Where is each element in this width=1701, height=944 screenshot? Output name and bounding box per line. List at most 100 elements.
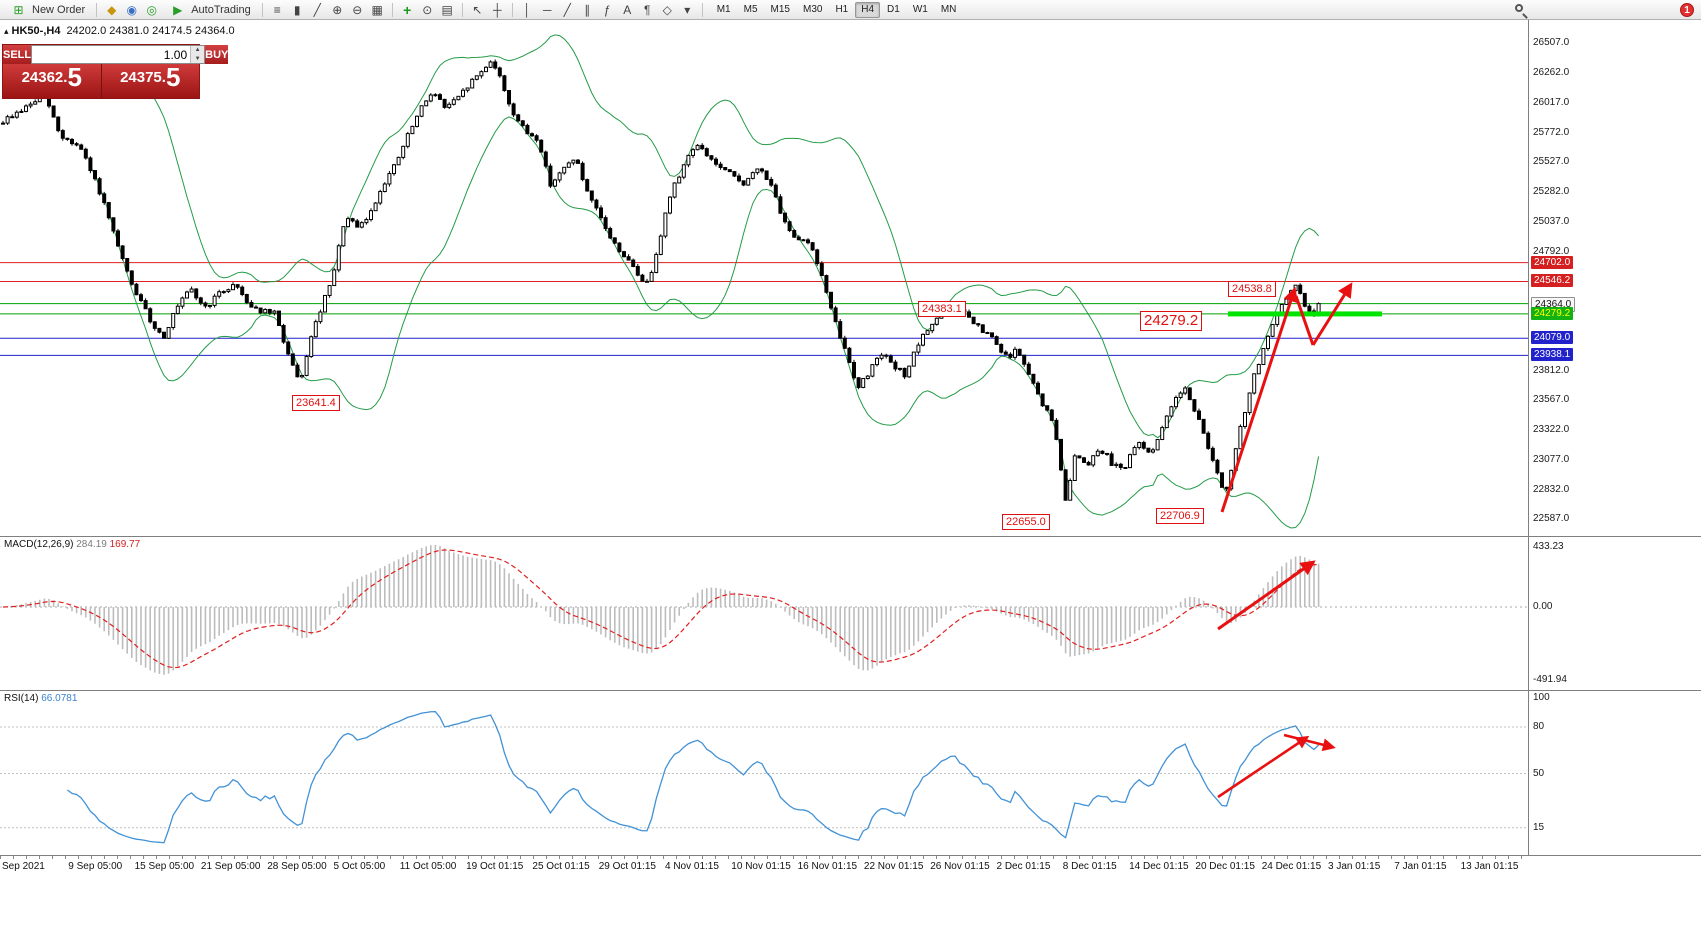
macd-axis-value: 0.00 [1533,601,1553,612]
zoom-in-icon[interactable]: ⊕ [332,2,343,17]
time-label: 22 Nov 01:15 [863,861,924,872]
zoom-out-icon[interactable]: ⊖ [352,2,363,17]
time-label: 3 Jan 01:15 [1328,861,1381,872]
autotrading-button[interactable]: ▶ AutoTrading [162,1,257,19]
new-order-label: New Order [32,3,86,16]
notification-badge[interactable]: 1 [1680,3,1694,17]
price-label-24702.0: 24702.0 [1531,255,1574,269]
time-label: 16 Nov 01:15 [797,861,858,872]
search-icon[interactable] [1514,3,1529,19]
time-label: 28 Sep 05:00 [267,861,327,872]
timeframe-d1[interactable]: D1 [887,4,900,15]
time-label: 20 Dec 01:15 [1195,861,1255,872]
macd-axis-value: -491.94 [1533,674,1567,685]
label-icon[interactable]: ¶ [643,2,651,17]
time-axis[interactable]: Sep 2021 9 Sep 05:00 15 Sep 05:00 21 Sep 05… [0,856,1701,876]
time-label: 15 Sep 05:00 [134,861,195,872]
horizontal-line-icon[interactable]: ─ [542,2,552,17]
price-callout: 22706.9 [1156,508,1204,524]
toolbar-separator [261,2,263,17]
alerts-icon[interactable]: ◉ [126,2,137,17]
price-chart-panel[interactable]: ▴ HK50-,H4 24202.0 24381.0 24174.5 24364.0… [0,20,1528,537]
timeframe-m5[interactable]: M5 [743,4,758,15]
timeframe-h1[interactable]: H1 [835,4,849,15]
one-click-trading-panel: SELL ▲ ▼ BUY 24362.5 24375.5 [2,44,229,99]
tile-windows-icon[interactable]: ▦ [371,2,383,17]
volume-down-icon[interactable]: ▼ [194,55,201,62]
price-axis[interactable]: 26507.0 26262.0 26017.0 25772.0 25527.0 25282… [1528,20,1701,537]
new-order-icon: ⊞ [13,2,24,17]
buy-price-big-digit: 5 [165,62,181,92]
rsi-panel[interactable]: RSI(14) 66.0781 [0,691,1528,856]
community-icon[interactable]: ◎ [146,2,157,17]
sell-price-main: 24362. [21,69,68,86]
rsi-axis-value: 80 [1533,721,1545,732]
price-tick: 26507.0 [1533,37,1570,49]
toolbar-separator [96,2,98,17]
toolbar-separator [391,2,393,17]
shapes-icon[interactable]: ◇ [662,2,672,17]
line-chart-icon[interactable]: ╱ [313,2,321,17]
sell-price[interactable]: 24362. 5 [3,64,102,98]
price-chart[interactable] [0,20,1528,537]
time-label: 10 Nov 01:15 [731,861,791,872]
ohlc-header: ▴ HK50-,H4 24202.0 24381.0 24174.5 24364.0 [4,25,235,37]
time-label: 2 Dec 01:15 [996,861,1051,872]
fibonacci-icon[interactable]: ƒ [603,2,611,17]
timeframe-m15[interactable]: M15 [770,4,790,15]
volume-input[interactable] [32,46,191,63]
rsi-axis[interactable]: 100 80 50 15 [1528,691,1701,856]
price-callout: 24279.2 [1140,311,1203,331]
timeframe-m30[interactable]: M30 [802,4,823,15]
time-label: Sep 2021 [2,861,45,872]
buy-price[interactable]: 24375. 5 [101,62,199,98]
period-icon[interactable]: ⊙ [422,2,433,17]
crosshair-icon[interactable]: ┼ [492,2,502,17]
trendline-icon[interactable]: ╱ [563,2,571,17]
macd-chart[interactable] [0,537,1528,691]
candlestick-chart-icon[interactable]: ▮ [293,2,301,17]
price-callout: 23641.4 [292,395,340,411]
price-label-24279.2: 24279.2 [1531,306,1574,320]
add-indicator-icon[interactable]: + [403,1,412,18]
price-tick: 25282.0 [1533,186,1570,198]
text-icon[interactable]: A [623,2,632,17]
bar-chart-icon[interactable]: ≡ [273,2,281,17]
collapse-icon[interactable]: ▴ [4,26,9,36]
buy-price-main: 24375. [120,69,166,86]
toolbar-separator [511,2,513,17]
timeframe-h4[interactable]: H4 [855,1,881,18]
time-label: 13 Jan 01:15 [1460,861,1519,872]
price-tick: 25772.0 [1533,126,1570,138]
price-label-24546.2: 24546.2 [1531,274,1574,288]
buy-button[interactable]: BUY [205,45,229,64]
shapes-dropdown-icon[interactable]: ▾ [684,2,691,17]
cursor-icon[interactable]: ↖ [472,2,483,17]
new-order-button[interactable]: ⊞ New Order [3,1,91,19]
volume-stepper[interactable]: ▲ ▼ [31,45,206,64]
timeframe-mn[interactable]: MN [940,4,957,15]
ohlc-values: 24202.0 24381.0 24174.5 24364.0 [66,25,235,37]
time-label: 29 Oct 01:15 [598,861,656,872]
price-tick: 26017.0 [1533,96,1570,108]
macd-panel[interactable]: MACD(12,26,9) 284.19 169.77 [0,537,1528,691]
rsi-axis-value: 15 [1533,821,1545,833]
time-label: 5 Oct 05:00 [333,861,386,872]
time-label: 24 Dec 01:15 [1261,861,1322,872]
channel-icon[interactable]: ∥ [584,2,591,17]
search-icon-circle [1515,4,1523,12]
rsi-chart[interactable] [0,691,1528,856]
macd-label: MACD(12,26,9) 284.19 169.77 [4,539,140,550]
timeframe-w1[interactable]: W1 [912,4,928,15]
vertical-line-icon[interactable]: │ [523,2,531,17]
macd-axis[interactable]: 433.23 0.00 -491.94 [1528,537,1701,691]
timeframe-m1[interactable]: M1 [716,4,731,15]
sell-button[interactable]: SELL [3,45,32,64]
price-tick: 22587.0 [1533,513,1570,525]
volume-up-icon[interactable]: ▲ [194,47,201,54]
macd-signal-value: 169.77 [109,539,141,550]
templates-icon[interactable]: ▤ [441,2,453,17]
favorites-icon[interactable]: ◆ [107,2,117,17]
price-label-24079.0: 24079.0 [1531,331,1574,345]
